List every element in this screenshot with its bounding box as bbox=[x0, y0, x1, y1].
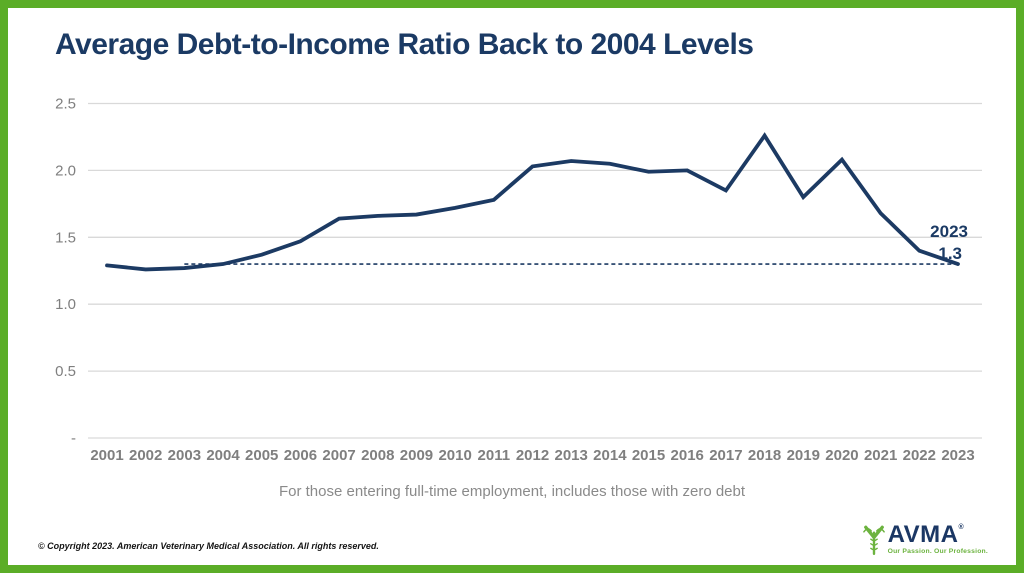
x-tick-label: 2021 bbox=[864, 447, 897, 464]
x-tick-label: 2015 bbox=[632, 447, 665, 464]
x-tick-label: 2001 bbox=[90, 447, 123, 464]
y-tick-label: 1.0 bbox=[55, 296, 76, 313]
x-tick-label: 2009 bbox=[400, 447, 433, 464]
registered-trademark-mark: ® bbox=[958, 524, 964, 531]
x-tick-label: 2018 bbox=[748, 447, 781, 464]
veterinary-caduceus-icon bbox=[862, 525, 885, 556]
copyright-notice: © Copyright 2023. American Veterinary Me… bbox=[38, 541, 379, 551]
x-tick-label: 2013 bbox=[554, 447, 587, 464]
x-tick-label: 2005 bbox=[245, 447, 278, 464]
endpoint-annotation-value: 1.3 bbox=[938, 244, 962, 263]
y-tick-label: 2.0 bbox=[55, 162, 76, 179]
chart-subtitle: For those entering full-time employment,… bbox=[278, 483, 746, 500]
y-tick-label: 2.5 bbox=[55, 96, 76, 113]
y-tick-label: 0.5 bbox=[55, 363, 76, 380]
logo-tagline: Our Passion. Our Profession. bbox=[887, 548, 988, 555]
x-tick-label: 2006 bbox=[284, 447, 317, 464]
x-tick-label: 2022 bbox=[903, 447, 936, 464]
x-tick-label: 2012 bbox=[516, 447, 549, 464]
x-tick-label: 2019 bbox=[787, 447, 820, 464]
trend-line bbox=[105, 132, 960, 272]
avma-logo: AVMA ® Our Passion. Our Profession. bbox=[862, 523, 988, 557]
logo-text-block: AVMA ® Our Passion. Our Profession. bbox=[888, 523, 988, 556]
logo-brand-name: AVMA bbox=[887, 521, 959, 548]
y-tick-label: 1.5 bbox=[55, 229, 76, 246]
x-tick-label: 2014 bbox=[593, 447, 627, 464]
x-tick-label: 2016 bbox=[671, 447, 704, 464]
page-title: Average Debt-to-Income Ratio Back to 200… bbox=[55, 28, 754, 61]
endpoint-annotation-year: 2023 bbox=[930, 222, 968, 241]
x-tick-label: 2010 bbox=[438, 447, 471, 464]
x-tick-label: 2017 bbox=[709, 447, 742, 464]
x-tick-label: 2008 bbox=[361, 447, 394, 464]
x-tick-label: 2007 bbox=[322, 447, 355, 464]
x-tick-label: 2002 bbox=[129, 447, 162, 464]
x-tick-label: 2020 bbox=[825, 447, 858, 464]
x-tick-label: 2023 bbox=[941, 447, 974, 464]
x-tick-label: 2003 bbox=[168, 447, 201, 464]
x-tick-label: 2004 bbox=[206, 447, 240, 464]
x-tick-label: 2011 bbox=[478, 447, 511, 464]
y-tick-label: - bbox=[71, 430, 76, 447]
